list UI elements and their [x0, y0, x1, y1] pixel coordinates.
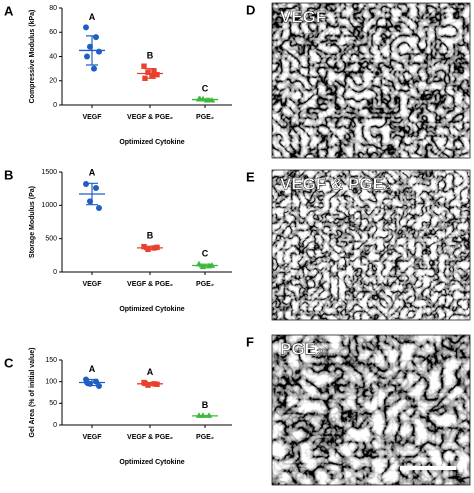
sem-frame	[271, 2, 471, 159]
significance-letter: B	[202, 400, 209, 410]
y-tick-label: 50	[49, 400, 57, 407]
error-bar	[199, 263, 211, 268]
image-label: PGE₂	[280, 339, 323, 358]
y-axis-label: Storage Modulus (Pa)	[29, 186, 36, 258]
panel-label: C	[4, 355, 14, 370]
error-bar	[86, 182, 98, 206]
y-tick-label: 60	[49, 29, 57, 36]
y-axis-label: Gel Area (% of initial value)	[29, 348, 36, 438]
data-point	[149, 73, 155, 79]
significance-letter: A	[147, 367, 154, 377]
data-point	[96, 205, 102, 211]
x-tick-label: PGE₂	[196, 114, 214, 121]
sem-image	[272, 3, 470, 158]
data-point	[145, 69, 151, 75]
x-tick-label: VEGF	[82, 114, 102, 121]
y-tick-label: 1500	[41, 169, 57, 176]
x-tick-label: VEGF	[82, 281, 102, 288]
error-bar	[86, 378, 98, 387]
sem-image	[272, 335, 470, 485]
error-bar	[86, 35, 98, 66]
significance-letter: A	[89, 12, 96, 22]
x-axis-label: Optimized Cytokine	[119, 139, 184, 146]
image-label: VEGF	[280, 7, 326, 26]
data-point	[91, 65, 97, 72]
x-tick-label: PGE₂	[196, 281, 214, 288]
x-tick-label: VEGF & PGE₂	[127, 114, 173, 121]
y-tick-label: 40	[49, 53, 57, 60]
x-tick-label: VEGF & PGE₂	[127, 434, 173, 441]
panel-label: B	[4, 167, 13, 182]
significance-letter: A	[89, 168, 96, 178]
sem-image	[272, 170, 470, 320]
panel-label: F	[246, 334, 254, 349]
y-tick-label: 0	[53, 269, 57, 276]
panel-label: A	[4, 3, 14, 18]
data-point	[83, 181, 89, 187]
x-tick-label: PGE₂	[196, 434, 214, 441]
y-tick-label: 1000	[41, 202, 57, 209]
y-tick-label: 0	[53, 422, 57, 429]
data-point	[93, 34, 99, 41]
y-tick-label: 100	[45, 379, 57, 386]
panel-label: E	[246, 169, 255, 184]
error-bar	[144, 245, 156, 251]
sem-frame	[271, 169, 471, 321]
error-bar	[199, 414, 211, 417]
error-bar	[144, 381, 156, 386]
x-tick-label: VEGF	[82, 434, 102, 441]
data-point	[93, 185, 99, 191]
significance-letter: C	[202, 83, 209, 93]
y-tick-label: 150	[45, 357, 57, 364]
data-point	[154, 71, 160, 78]
data-point	[84, 53, 90, 60]
panel-label: D	[246, 2, 255, 17]
y-tick-label: 80	[49, 5, 57, 12]
significance-letter: B	[147, 231, 154, 241]
sem-frame	[271, 334, 471, 486]
error-bar	[144, 68, 156, 79]
y-tick-label: 500	[45, 236, 57, 243]
significance-letter: A	[89, 364, 96, 374]
image-label: VEGF & PGE₂	[280, 174, 391, 193]
x-tick-label: VEGF & PGE₂	[127, 281, 173, 288]
data-point	[96, 48, 102, 55]
data-point	[96, 383, 102, 389]
x-axis-label: Optimized Cytokine	[119, 306, 184, 313]
error-bar	[199, 98, 211, 101]
data-point	[83, 24, 89, 31]
y-axis-label: Compressive Modulus (kPa)	[29, 10, 36, 104]
x-axis-label: Optimized Cytokine	[119, 459, 184, 466]
data-point	[141, 63, 147, 69]
significance-letter: B	[147, 51, 154, 61]
significance-letter: C	[202, 248, 209, 258]
y-tick-label: 20	[49, 78, 57, 85]
data-point	[151, 68, 157, 74]
y-tick-label: 0	[53, 102, 57, 109]
